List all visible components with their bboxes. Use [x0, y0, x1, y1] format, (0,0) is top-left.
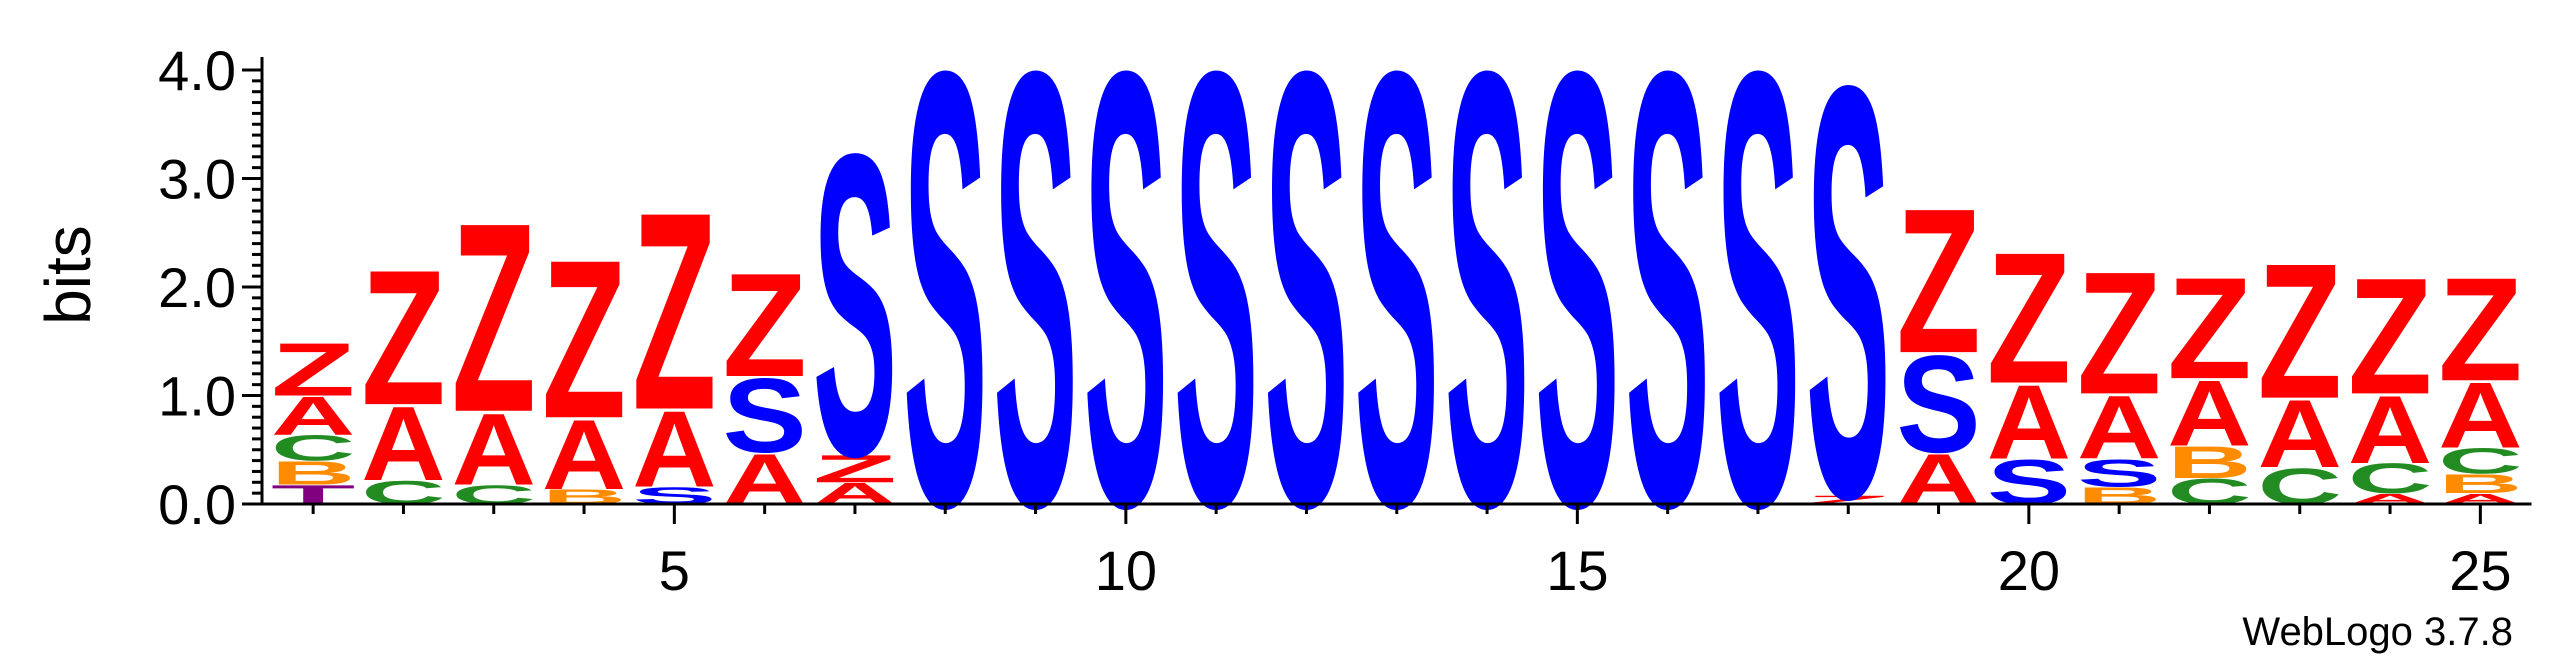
logo-letter-z: Z	[2167, 247, 2251, 409]
logo-letter-a: A	[271, 386, 355, 446]
x-tick-label: 20	[1998, 539, 2060, 602]
y-tick-label: 4.0	[158, 39, 236, 102]
logo-letter-s: S	[1626, 0, 1710, 636]
logo-letter-z: Z	[361, 229, 445, 445]
logo-letter-z: Z	[723, 244, 807, 408]
logo-letter-c: C	[271, 428, 355, 468]
logo-letter-z: Z	[2077, 236, 2161, 431]
logo-letter-s: S	[1445, 0, 1529, 636]
x-tick-label: 10	[1095, 539, 1157, 602]
x-tick-label: 25	[2449, 539, 2511, 602]
logo-letter-a: A	[1987, 363, 2071, 482]
y-tick-label: 1.0	[158, 365, 236, 428]
logo-letter-s: S	[2077, 451, 2161, 495]
logo-letter-z: Z	[2348, 244, 2432, 429]
logo-letter-a: A	[632, 388, 716, 509]
y-tick-label: 2.0	[158, 256, 236, 319]
logo-letter-z: Z	[542, 212, 626, 465]
logo-letter-s: S	[1174, 0, 1258, 636]
logo-letter-s: S	[1084, 0, 1168, 636]
logo-letter-a: A	[361, 384, 445, 503]
logo-letter-a: A	[2348, 375, 2432, 483]
logo-letter-b: B	[2167, 437, 2251, 488]
logo-letter-z: Z	[1896, 166, 1980, 396]
logo-letter-z: Z	[2258, 223, 2342, 439]
x-tick-label: 15	[1546, 539, 1608, 602]
logo-letter-z: Z	[1987, 213, 2071, 422]
logo-letter-c: C	[2438, 441, 2522, 481]
logo-letter-s: S	[993, 0, 1077, 636]
logo-letter-s: S	[1355, 0, 1439, 636]
logo-letter-a: A	[2258, 380, 2342, 488]
logo-letter-s: S	[903, 0, 987, 636]
logo-letter-s: S	[1716, 0, 1800, 636]
logo-letter-z: Z	[813, 447, 897, 491]
x-axis: 5 10 15 20 25	[262, 502, 2532, 602]
y-tick-label: 0.0	[158, 473, 236, 536]
logo-letter-z: Z	[2438, 248, 2522, 412]
logo-letter-b: B	[2438, 469, 2522, 499]
logo-letter-a: A	[2167, 361, 2251, 465]
y-axis: 0.0 1.0 2.0 3.0 4.0	[158, 39, 264, 536]
logo-letter-s: S	[723, 357, 807, 475]
credit-label: WebLogo 3.7.8	[2242, 610, 2513, 654]
logo-letter-z: Z	[632, 154, 716, 469]
y-tick-label: 3.0	[158, 148, 236, 211]
logo-letter-s: S	[1535, 0, 1619, 636]
logo-letter-s: S	[1896, 328, 1980, 483]
logo-letter-a: A	[2077, 377, 2161, 478]
logo-letter-s: S	[1806, 0, 1890, 621]
logo-letter-z: Z	[271, 327, 355, 412]
logo-letter-c: C	[2348, 455, 2432, 502]
logo-letter-z: Z	[452, 168, 536, 469]
logo-letter-s: S	[1264, 0, 1348, 636]
x-tick-label: 5	[659, 539, 690, 602]
y-axis-label: bits	[32, 225, 104, 325]
logo-letter-a: A	[452, 393, 536, 507]
logo-letter-b: B	[271, 455, 355, 492]
logo-letter-a: A	[542, 399, 626, 510]
logo-letter-a: A	[2438, 364, 2522, 468]
logo-letter-s: S	[813, 66, 897, 546]
